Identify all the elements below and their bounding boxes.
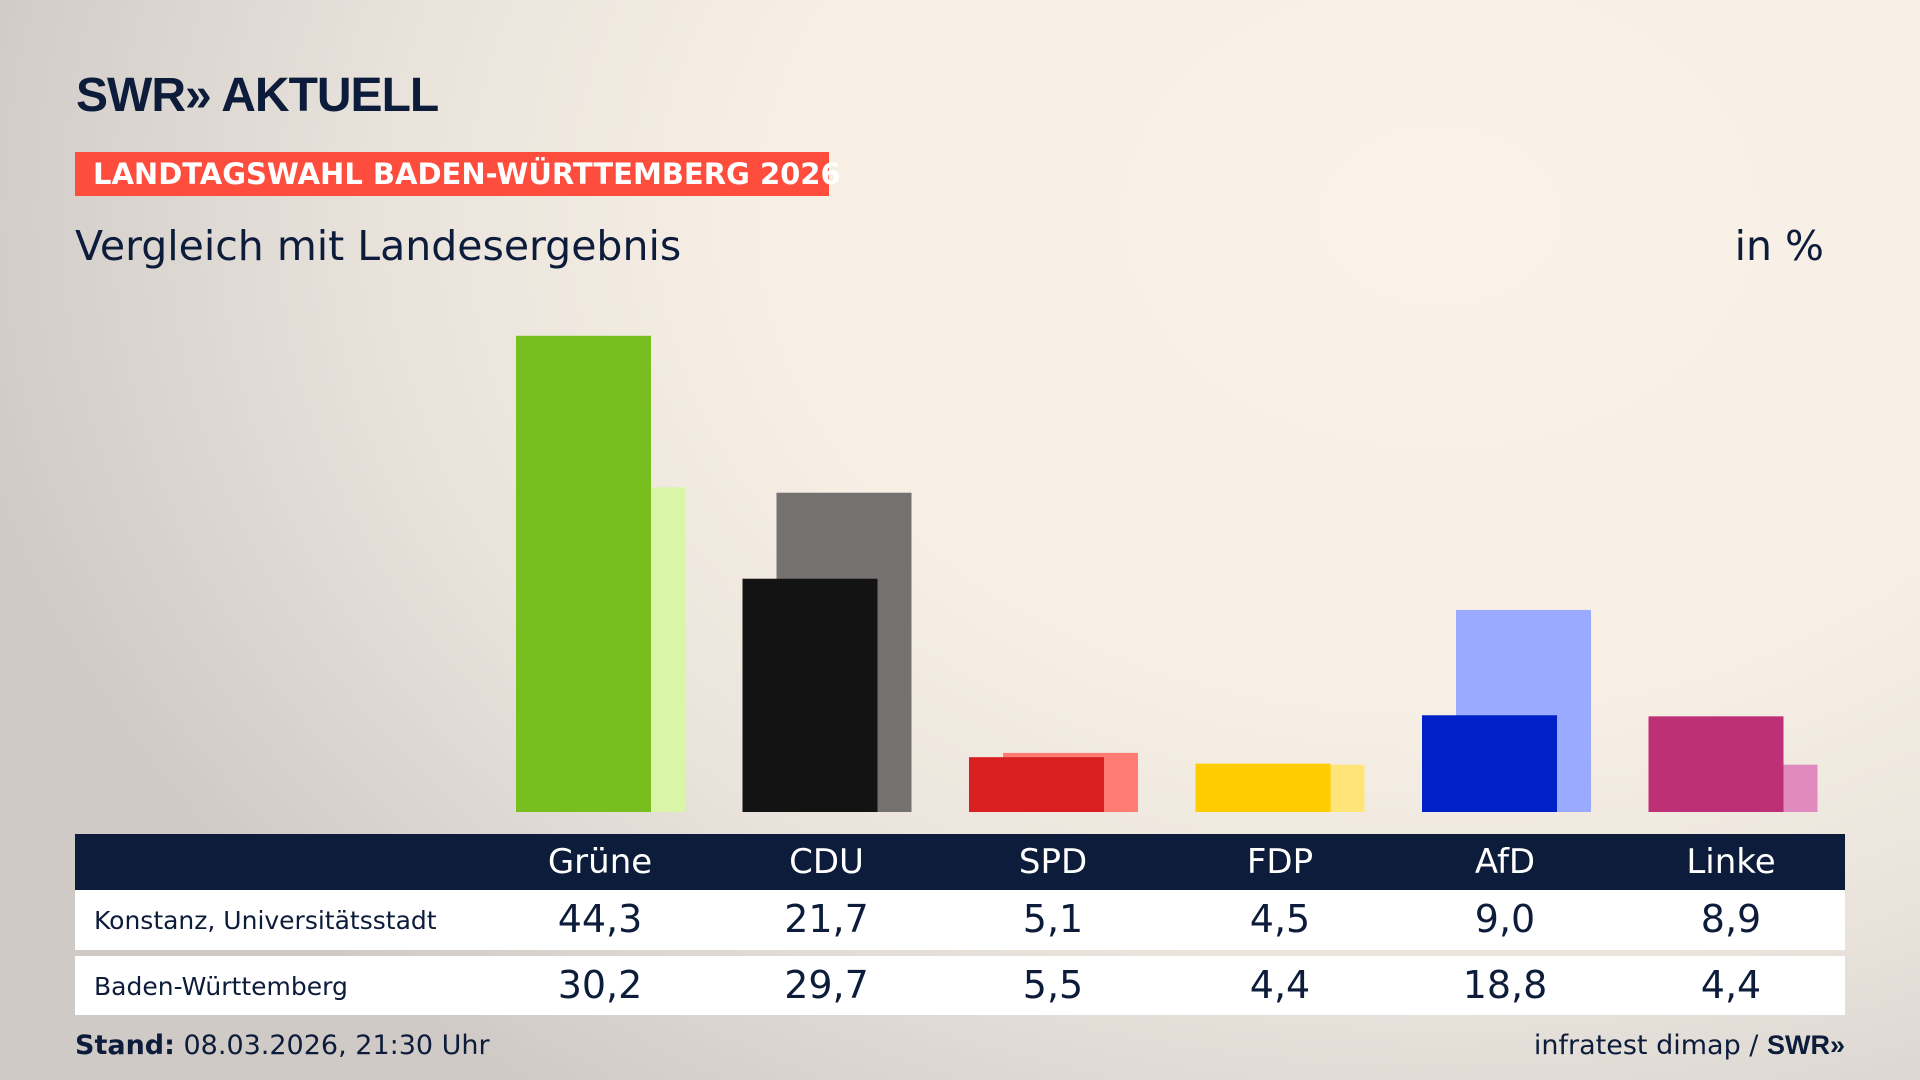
bar-fdp-konstanz: [1195, 763, 1331, 812]
column-header-spd: SPD: [1018, 842, 1088, 882]
stand-label: Stand:: [75, 1030, 175, 1061]
value-afd: 9,0: [1474, 897, 1536, 941]
table-row: Konstanz, Universitätsstadt 44,3 21,7 5,1 4…: [75, 890, 1845, 950]
row-label: Baden-Württemberg: [94, 972, 348, 1001]
value-grüne: 44,3: [557, 897, 643, 941]
swr-aktuell-logo: SWR» AKTUELL: [76, 69, 439, 122]
stand-value: 08.03.2026, 21:30 Uhr: [174, 1030, 490, 1061]
value-linke: 8,9: [1700, 897, 1762, 941]
value-fdp: 4,4: [1249, 963, 1311, 1007]
bar-grüne-konstanz: [516, 335, 651, 812]
column-header-linke: Linke: [1686, 842, 1776, 882]
timestamp: Stand: 08.03.2026, 21:30 Uhr: [75, 1030, 490, 1061]
value-cdu: 21,7: [784, 897, 869, 941]
table-header: Grüne CDU SPD FDP AfD Linke: [75, 834, 1845, 890]
source: infratest dimap / SWR»: [1534, 1030, 1845, 1061]
value-cdu: 29,7: [784, 963, 869, 1007]
value-linke: 4,4: [1700, 963, 1762, 1007]
row-label: Konstanz, Universitätsstadt: [94, 906, 437, 935]
bar-cdu-konstanz: [742, 578, 878, 812]
source-text: infratest dimap /: [1533, 1030, 1767, 1061]
swr-logo-small: SWR»: [1766, 1030, 1845, 1060]
bar-afd-konstanz: [1422, 715, 1557, 812]
column-header-afd: AfD: [1474, 842, 1536, 882]
column-header-grüne: Grüne: [547, 842, 653, 882]
value-grüne: 30,2: [557, 963, 643, 1007]
table-row: Baden-Württemberg 30,2 29,7 5,5 4,4 18,8 4,4: [75, 956, 1845, 1015]
value-fdp: 4,5: [1249, 897, 1311, 941]
value-afd: 18,8: [1462, 963, 1548, 1007]
election-banner: LANDTAGSWAHL BADEN-WÜRTTEMBERG 2026: [75, 152, 841, 196]
bar-chart: [516, 335, 1818, 812]
unit-label: in %: [1734, 222, 1824, 270]
chart-subtitle: Vergleich mit Landesergebnis: [75, 222, 682, 270]
value-spd: 5,5: [1022, 963, 1084, 1007]
column-header-fdp: FDP: [1246, 842, 1314, 882]
column-header-cdu: CDU: [789, 842, 864, 882]
value-spd: 5,1: [1022, 897, 1084, 941]
bar-spd-konstanz: [969, 757, 1104, 812]
bar-linke-konstanz: [1648, 716, 1784, 812]
